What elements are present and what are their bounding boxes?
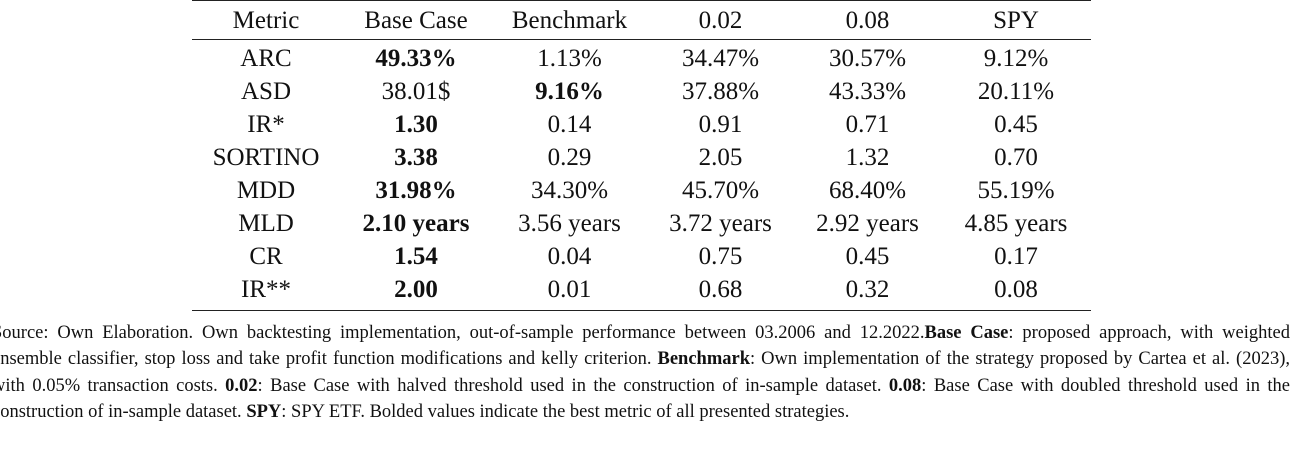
- value-cell: 43.33%: [828, 78, 907, 105]
- column-header-metric: Metric: [232, 6, 300, 34]
- table-row: MLD 2.10 years 3.56 years 3.72 years 2.92 ye…: [192, 207, 1091, 240]
- value-cell: 9.16%: [535, 78, 604, 105]
- table-row: SORTINO 3.38 0.29 2.05 1.32 0.70: [192, 141, 1091, 174]
- value-cell: 0.71: [845, 111, 890, 138]
- value-cell: 0.08: [994, 276, 1038, 303]
- value-cell: 2.10 years: [362, 210, 470, 237]
- value-cell: 2.00: [394, 276, 438, 303]
- value-cell: 9.12%: [983, 45, 1049, 72]
- caption-0-02-text: : Base Case with halved threshold used i…: [257, 375, 889, 396]
- value-cell: 68.40%: [828, 177, 907, 204]
- value-cell: 49.33%: [375, 45, 457, 72]
- value-cell: 30.57%: [828, 45, 907, 72]
- value-cell: 0.04: [547, 243, 592, 270]
- value-cell: 0.17: [994, 243, 1038, 270]
- value-cell: 34.47%: [681, 45, 760, 72]
- table-body: ARC 49.33% 1.13% 34.47% 30.57% 9.12% ASD 38.01$…: [192, 40, 1091, 311]
- performance-table: Metric Base Case Benchmark 0.02 0.08 SPY…: [192, 0, 1091, 311]
- column-header-0-02: 0.02: [698, 6, 743, 34]
- value-cell: 45.70%: [681, 177, 760, 204]
- metric-name-cell: IR**: [241, 276, 291, 303]
- metric-name-cell: MDD: [236, 177, 296, 204]
- value-cell: 37.88%: [681, 78, 760, 105]
- value-cell: 0.70: [994, 144, 1038, 171]
- table-row: CR 1.54 0.04 0.75 0.45 0.17: [192, 240, 1091, 273]
- caption-0-08-text: : Base Case with doubled threshold used …: [0, 375, 1290, 422]
- table-row: IR* 1.30 0.14 0.91 0.71 0.45: [192, 108, 1091, 141]
- caption-base-case-label: Base Case: [924, 323, 1009, 343]
- value-cell: 0.32: [845, 276, 890, 303]
- value-cell: 1.32: [845, 144, 890, 171]
- metric-name-cell: MLD: [238, 210, 294, 237]
- value-cell: 20.11%: [977, 78, 1055, 105]
- metric-name-cell: ARC: [240, 45, 292, 72]
- metric-name-cell: ASD: [240, 78, 291, 105]
- value-cell: 0.68: [698, 276, 743, 303]
- column-header-0-08: 0.08: [845, 6, 890, 34]
- caption-0-08-label: 0.08: [888, 375, 922, 396]
- value-cell: 1.13%: [537, 45, 602, 72]
- table-row: IR** 2.00 0.01 0.68 0.32 0.08: [192, 273, 1091, 311]
- value-cell: 0.45: [994, 111, 1038, 138]
- value-cell: 0.75: [698, 243, 743, 270]
- value-cell: 0.14: [547, 111, 592, 138]
- table-row: ARC 49.33% 1.13% 34.47% 30.57% 9.12%: [192, 40, 1091, 76]
- value-cell: 0.01: [547, 276, 592, 303]
- table-caption: Source: Own Elaboration. Own backtesting…: [0, 320, 1290, 425]
- table-row: MDD 31.98% 34.30% 45.70% 68.40% 55.19%: [192, 174, 1091, 207]
- caption-source: Source: Own Elaboration. Own backtesting…: [0, 323, 925, 343]
- caption-benchmark-text: : Own implementation of the strategy pro…: [0, 349, 1290, 396]
- value-cell: 3.56 years: [518, 210, 621, 237]
- value-cell: 3.72 years: [669, 210, 772, 237]
- value-cell: 0.29: [547, 144, 592, 171]
- value-cell: 1.30: [394, 111, 438, 138]
- column-header-spy: SPY: [993, 6, 1039, 34]
- column-header-benchmark: Benchmark: [511, 6, 628, 34]
- value-cell: 31.98%: [375, 177, 457, 204]
- value-cell: 2.05: [698, 144, 743, 171]
- column-header-base-case: Base Case: [364, 6, 468, 34]
- metric-name-cell: SORTINO: [212, 144, 320, 171]
- caption-paragraph: Source: Own Elaboration. Own backtesting…: [0, 320, 1290, 425]
- caption-spy-text: : SPY ETF. Bolded values indicate the be…: [281, 401, 850, 422]
- caption-spy-label: SPY: [246, 401, 282, 422]
- value-cell: 3.38: [394, 144, 438, 171]
- table-header-row: Metric Base Case Benchmark 0.02 0.08 SPY: [192, 0, 1091, 40]
- table-row: ASD 38.01$ 9.16% 37.88% 43.33% 20.11%: [192, 75, 1091, 108]
- caption-base-case-text: : proposed approach, with weighted ensem…: [0, 323, 1290, 370]
- value-cell: 38.01$: [381, 78, 451, 105]
- value-cell: 1.54: [394, 243, 438, 270]
- metric-name-cell: CR: [249, 243, 283, 270]
- value-cell: 2.92 years: [816, 210, 919, 237]
- value-cell: 0.45: [845, 243, 890, 270]
- value-cell: 4.85 years: [964, 210, 1068, 237]
- caption-benchmark-label: Benchmark: [657, 349, 751, 370]
- value-cell: 0.91: [698, 111, 743, 138]
- value-cell: 55.19%: [977, 177, 1055, 204]
- metric-name-cell: IR*: [247, 111, 285, 138]
- caption-0-02-label: 0.02: [225, 375, 258, 396]
- value-cell: 34.30%: [530, 177, 609, 204]
